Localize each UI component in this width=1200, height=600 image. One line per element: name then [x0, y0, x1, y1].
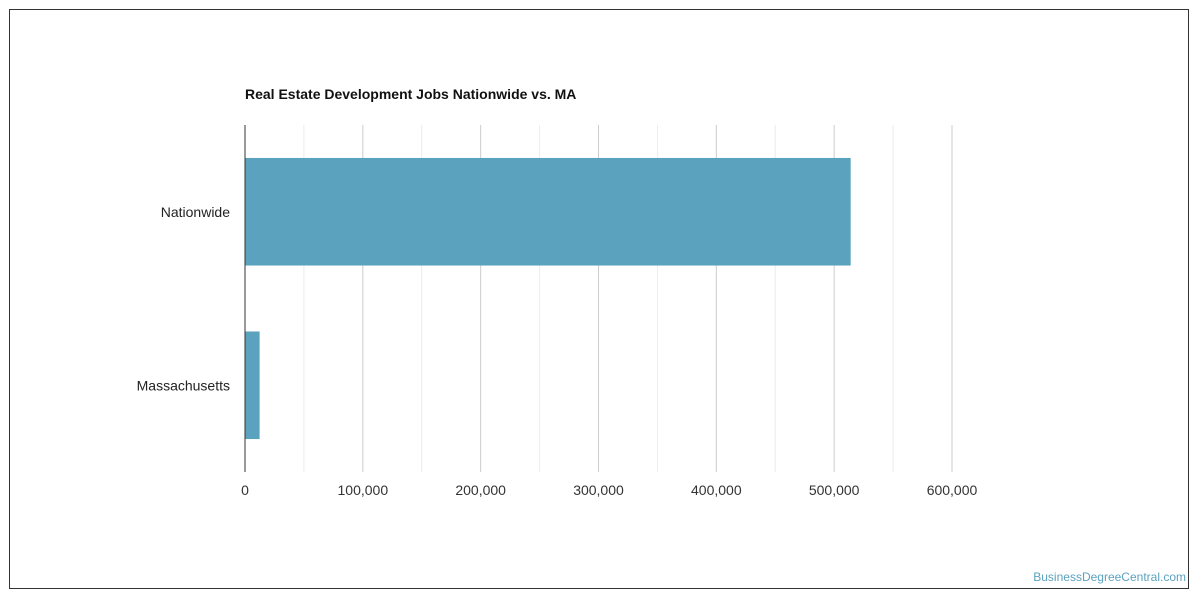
tick-label: 500,000 — [809, 482, 860, 498]
category-labels: Nationwide Massachusetts — [137, 204, 231, 394]
tick-label: 400,000 — [691, 482, 742, 498]
watermark: BusinessDegreeCentral.com — [1033, 570, 1186, 584]
category-label: Nationwide — [161, 204, 230, 220]
tick-label: 300,000 — [573, 482, 624, 498]
tick-label: 0 — [241, 482, 249, 498]
tick-label: 100,000 — [338, 482, 389, 498]
bar-massachusetts — [245, 331, 260, 440]
chart-title: Real Estate Development Jobs Nationwide … — [245, 86, 577, 102]
bars — [245, 157, 851, 440]
x-tick-labels: 0 100,000 200,000 300,000 400,000 500,000 600,… — [241, 482, 977, 498]
tick-label: 600,000 — [927, 482, 978, 498]
tick-label: 200,000 — [455, 482, 506, 498]
bar-nationwide — [245, 157, 851, 266]
category-label: Massachusetts — [137, 377, 230, 393]
